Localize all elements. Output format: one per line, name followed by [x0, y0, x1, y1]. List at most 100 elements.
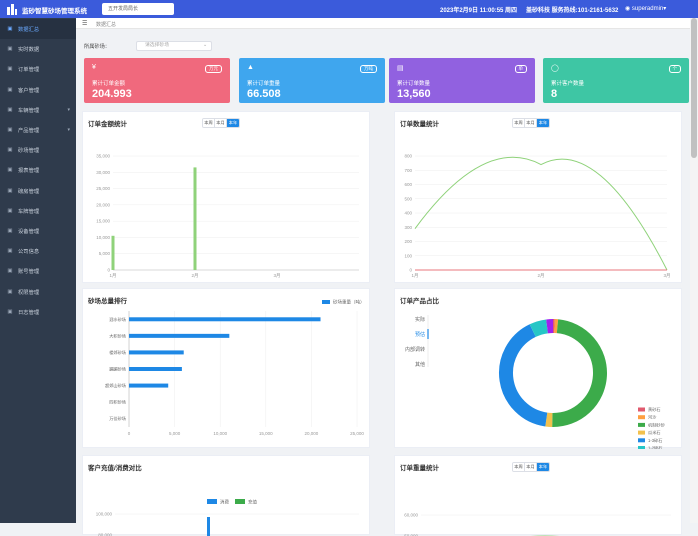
sidebar-item-label: 账号管理: [18, 267, 39, 275]
legend-swatch: [638, 438, 645, 442]
user-name: superadmin▾: [632, 6, 666, 12]
y-tick-label: 200: [404, 239, 412, 244]
order-icon: ▣: [6, 66, 14, 72]
report-icon: ▣: [6, 167, 14, 173]
user-menu[interactable]: ◉ superadmin▾: [625, 5, 666, 12]
sidebar-item[interactable]: ▣公司信息: [0, 241, 76, 261]
bar: [194, 167, 197, 270]
bar: [207, 517, 210, 536]
stat-value: 8: [551, 88, 557, 100]
product-icon: ▣: [6, 127, 14, 133]
order-amount-chart: 05,00010,00015,00020,00025,00030,00035,0…: [83, 112, 371, 284]
y-tick-label: 60,000: [404, 513, 418, 518]
legend-swatch: [322, 300, 330, 304]
user-icon: ◉: [625, 6, 632, 12]
legend-swatch: [638, 423, 645, 427]
bar: [129, 350, 184, 354]
sidebar-item-label: 实时数据: [18, 45, 39, 53]
sidebar-item[interactable]: ▣实时数据: [0, 39, 76, 59]
stat-label: 累计订单重量: [247, 79, 280, 87]
sidebar: ▣数据汇总▣实时数据▣订单管理▣客户管理▣车辆管理▾▣产品管理▾▣砂场管理▣报表…: [0, 18, 76, 523]
sidebar-item[interactable]: ▣磅房管理: [0, 181, 76, 201]
legend-label: 1-2碎石: [648, 445, 662, 450]
x-tick-label: 1月: [411, 273, 418, 279]
unit-badge: 单: [515, 65, 528, 73]
sandfield-filter-select[interactable]: 请选择砂场 ⌄: [136, 41, 212, 51]
sidebar-item[interactable]: ▣车辆管理▾: [0, 100, 76, 120]
sidebar-item[interactable]: ▣砂场管理: [0, 140, 76, 160]
stat-value: 204.993: [92, 88, 132, 100]
account-icon: ▣: [6, 268, 14, 274]
y-tick-label: 四积砂场: [109, 399, 126, 406]
tab-bar: ☰ 数据汇总: [76, 18, 690, 29]
y-tick-label: 300: [404, 225, 412, 230]
sidebar-item[interactable]: ▣ 报表管理: [0, 160, 76, 180]
legend-swatch: [207, 499, 217, 504]
sidebar-item[interactable]: ▣产品管理▾: [0, 120, 76, 140]
sidebar-item[interactable]: ▣数据汇总: [0, 19, 76, 39]
x-tick-label: 1月: [109, 273, 116, 279]
sidebar-item-label: 权限管理: [18, 288, 39, 296]
sidebar-item[interactable]: ▣日志管理: [0, 302, 76, 322]
sidebar-item[interactable]: ▣车牌管理: [0, 201, 76, 221]
donut-slice: [506, 331, 546, 420]
legend-label: 机制砂砂: [648, 421, 665, 428]
legend-swatch: [638, 446, 645, 449]
permission-icon: ▣: [6, 289, 14, 295]
sandfield-icon: ▣: [6, 147, 14, 153]
sidebar-item[interactable]: ▣ 账号管理: [0, 261, 76, 281]
x-tick-label: 0: [128, 431, 131, 436]
legend-label: 黄砂石: [648, 406, 661, 413]
sidebar-item-label: 报表管理: [18, 166, 39, 174]
sidebar-item-label: 公司信息: [18, 247, 39, 255]
datetime: 2023年2月9日 11:00:55 周四: [440, 5, 517, 14]
person-icon: ◯: [551, 64, 559, 72]
sidebar-item[interactable]: ▣订单管理: [0, 59, 76, 79]
yen-icon: ¥: [92, 64, 96, 71]
scrollbar-thumb[interactable]: [691, 18, 697, 158]
site-selector[interactable]: 五开发局局长: [102, 3, 174, 15]
y-tick-label: 0: [409, 268, 412, 273]
series-line: [415, 157, 667, 270]
customer-icon: ▣: [6, 87, 14, 93]
sidebar-item[interactable]: ▣ 权限管理: [0, 282, 76, 302]
vehicle-icon: ▣: [6, 107, 14, 113]
scale-icon: ▣: [6, 188, 14, 194]
bar: [129, 317, 321, 321]
weight-icon: ▲: [247, 64, 254, 71]
sandfield-filter-placeholder: 请选择砂场: [145, 43, 169, 48]
menu-toggle-icon[interactable]: ☰: [82, 20, 87, 27]
bar: [129, 334, 229, 338]
company-info: 盖砂科技 服务热线:101-2161-5632: [526, 5, 618, 14]
unit-badge: 个: [669, 65, 682, 73]
y-tick-label: 600: [404, 182, 412, 187]
x-tick-label: 10,000: [213, 431, 227, 436]
y-tick-label: 100: [404, 253, 412, 258]
donut-slice: [533, 326, 547, 330]
x-tick-label: 3月: [663, 273, 670, 279]
product-tab: 其他: [415, 361, 425, 368]
device-icon: ▣: [6, 228, 14, 234]
y-tick-label: 500: [404, 196, 412, 201]
sidebar-item-label: 产品管理: [18, 126, 39, 134]
legend-swatch: [638, 408, 645, 412]
sidebar-item-label: 车牌管理: [18, 207, 39, 215]
y-tick-label: 大积砂场: [109, 332, 126, 339]
scrollbar[interactable]: [690, 18, 698, 523]
legend-label: 砂场重量（吨）: [333, 299, 365, 306]
sidebar-item[interactable]: ▣设备管理: [0, 221, 76, 241]
y-tick-label: 5,000: [99, 251, 111, 256]
stat-label: 累计订单金额: [92, 79, 125, 87]
sidebar-item-label: 车辆管理: [18, 106, 39, 114]
sidebar-item[interactable]: ▣客户管理: [0, 80, 76, 100]
product-tab: 预估: [415, 331, 425, 338]
y-tick-label: 30,000: [96, 170, 110, 175]
